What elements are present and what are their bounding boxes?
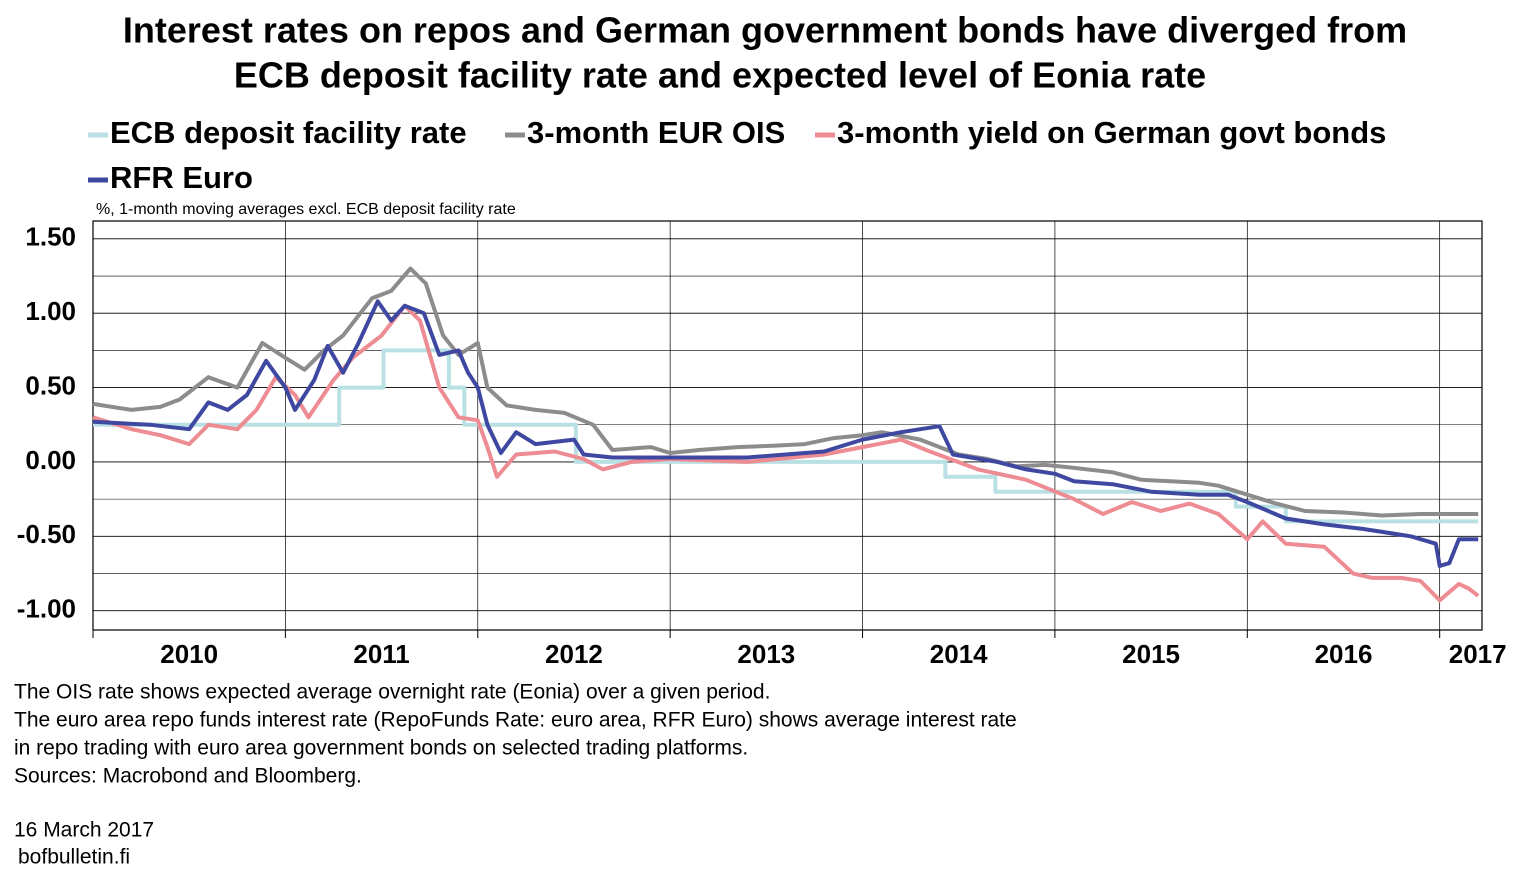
note: Sources: Macrobond and Bloomberg. <box>14 765 362 788</box>
x-tick-label: 2013 <box>737 639 795 669</box>
x-tick-label: 2016 <box>1315 639 1373 669</box>
series-line <box>92 299 1479 568</box>
chart-title: ECB deposit facility rate and expected l… <box>234 55 1206 96</box>
x-tick-label: 2010 <box>160 639 218 669</box>
x-tick-label: 2012 <box>545 639 603 669</box>
y-tick-label: 0.50 <box>25 370 76 400</box>
x-tick-label: 2017 <box>1449 639 1507 669</box>
series-line <box>92 266 1479 518</box>
y-tick-label: 1.00 <box>25 296 76 326</box>
subtitle: %, 1-month moving averages excl. ECB dep… <box>96 201 516 218</box>
series-line <box>93 348 1479 524</box>
date: 16 March 2017 <box>14 819 154 842</box>
note: The euro area repo funds interest rate (… <box>14 709 1017 732</box>
chart-title: Interest rates on repos and German gover… <box>123 10 1407 51</box>
source: bofbulletin.fi <box>18 846 130 869</box>
y-tick-label: 1.50 <box>25 222 76 252</box>
x-tick-label: 2015 <box>1122 639 1180 669</box>
x-tick-label: 2014 <box>930 639 988 669</box>
y-tick-label: -1.00 <box>17 594 76 624</box>
legend-label: RFR Euro <box>110 160 253 195</box>
legend-label: 3-month yield on German govt bonds <box>837 115 1386 150</box>
note: The OIS rate shows expected average over… <box>14 681 770 704</box>
legend-label: 3-month EUR OIS <box>527 115 785 150</box>
note: in repo trading with euro area governmen… <box>14 737 748 760</box>
x-tick-label: 2011 <box>353 639 409 669</box>
y-tick-label: 0.00 <box>25 445 76 475</box>
legend-label: ECB deposit facility rate <box>110 115 467 150</box>
y-tick-label: -0.50 <box>17 519 76 549</box>
